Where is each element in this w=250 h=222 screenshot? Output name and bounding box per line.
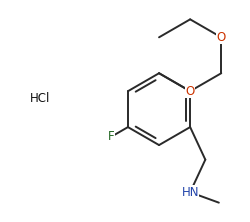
Text: F: F — [107, 131, 114, 143]
Text: HN: HN — [181, 186, 198, 199]
Text: HCl: HCl — [30, 92, 50, 105]
Text: O: O — [185, 85, 194, 98]
Text: O: O — [216, 31, 225, 44]
